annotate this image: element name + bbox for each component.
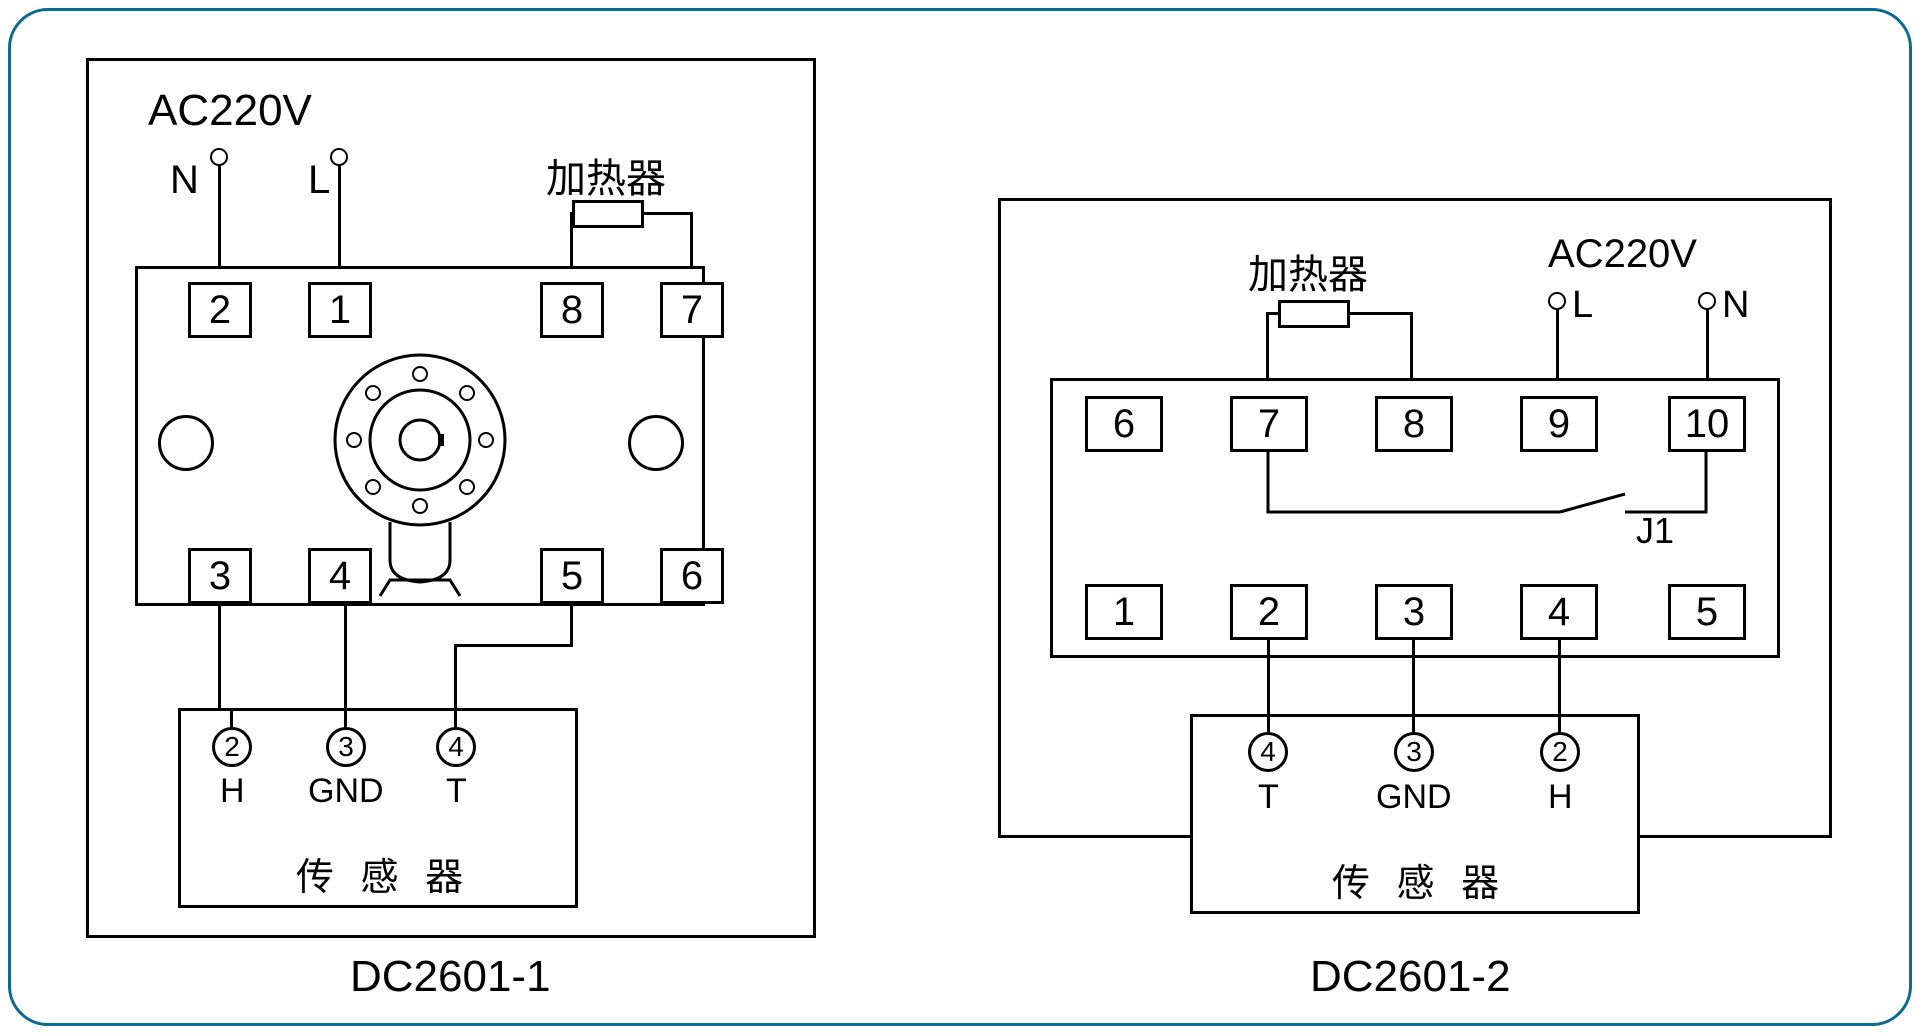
right-n-label: N	[1722, 284, 1749, 327]
left-sensor-port-2-label: H	[220, 772, 245, 811]
right-sensor-port-3-label: GND	[1376, 778, 1452, 817]
left-n-stub	[218, 166, 221, 282]
right-sensor-port-2: 2	[1540, 732, 1580, 772]
right-term-6: 6	[1085, 396, 1163, 452]
left-wire-5-4c	[454, 644, 457, 728]
right-power-label: AC220V	[1548, 232, 1697, 277]
right-l-circle	[1548, 292, 1566, 310]
left-sensor-label: 传 感 器	[296, 846, 471, 901]
left-sensor-port-4: 4	[436, 727, 476, 767]
right-n-circle	[1698, 292, 1716, 310]
r-wire-3-3	[1412, 640, 1415, 732]
left-n-circle	[210, 148, 228, 166]
left-term-5: 5	[540, 548, 604, 604]
left-sensor-port-3-label: GND	[308, 772, 384, 811]
left-wire-5-4b	[454, 644, 573, 647]
left-hole-right	[628, 415, 684, 471]
right-l-label: L	[1572, 284, 1593, 327]
right-term-8: 8	[1375, 396, 1453, 452]
left-l-label: L	[308, 158, 330, 203]
left-title: DC2601-1	[350, 952, 551, 1002]
r-wire-2-4	[1267, 640, 1270, 732]
right-sensor-port-3: 3	[1394, 732, 1434, 772]
left-sensor-port-4-label: T	[446, 772, 467, 811]
left-sensor-port-2: 2	[212, 727, 252, 767]
left-term-6: 6	[660, 548, 724, 604]
right-sensor-port-4-label: T	[1258, 778, 1279, 817]
left-wire-5-4a	[570, 604, 573, 644]
right-term-5: 5	[1668, 584, 1746, 640]
left-l-circle	[330, 148, 348, 166]
left-heater-label: 加热器	[546, 146, 666, 204]
r-wire-4-2	[1558, 640, 1561, 732]
left-term-8: 8	[540, 282, 604, 338]
right-heater-label: 加热器	[1248, 242, 1368, 300]
right-sensor-port-4: 4	[1248, 732, 1288, 772]
left-n-label: N	[170, 158, 199, 203]
left-term-7: 7	[660, 282, 724, 338]
right-term-3: 3	[1375, 584, 1453, 640]
left-wire-3-2v	[218, 604, 221, 708]
right-heater-resistor	[1278, 300, 1350, 328]
left-l-stub	[338, 166, 341, 282]
r-heater-8h	[1350, 312, 1412, 315]
left-hole-left	[158, 415, 214, 471]
left-term-2: 2	[188, 282, 252, 338]
right-term-10: 10	[1668, 396, 1746, 452]
right-term-7: 7	[1230, 396, 1308, 452]
left-rotary	[330, 350, 510, 610]
left-heater-resistor	[572, 200, 644, 228]
left-term-3: 3	[188, 548, 252, 604]
left-power-label: AC220V	[148, 86, 312, 136]
left-heater-lead-8h	[570, 212, 574, 215]
right-title: DC2601-2	[1310, 952, 1511, 1002]
left-heater-lead-7h	[644, 212, 692, 215]
left-sensor-port-3: 3	[326, 727, 366, 767]
left-wire-4-3	[344, 604, 347, 728]
left-term-1: 1	[308, 282, 372, 338]
left-wire-3-2v2	[230, 708, 233, 728]
right-j1-label: J1	[1636, 510, 1674, 552]
right-term-1: 1	[1085, 584, 1163, 640]
right-term-2: 2	[1230, 584, 1308, 640]
right-term-9: 9	[1520, 396, 1598, 452]
right-term-4: 4	[1520, 584, 1598, 640]
right-sensor-label: 传 感 器	[1332, 852, 1507, 907]
right-sensor-port-2-label: H	[1548, 778, 1573, 817]
